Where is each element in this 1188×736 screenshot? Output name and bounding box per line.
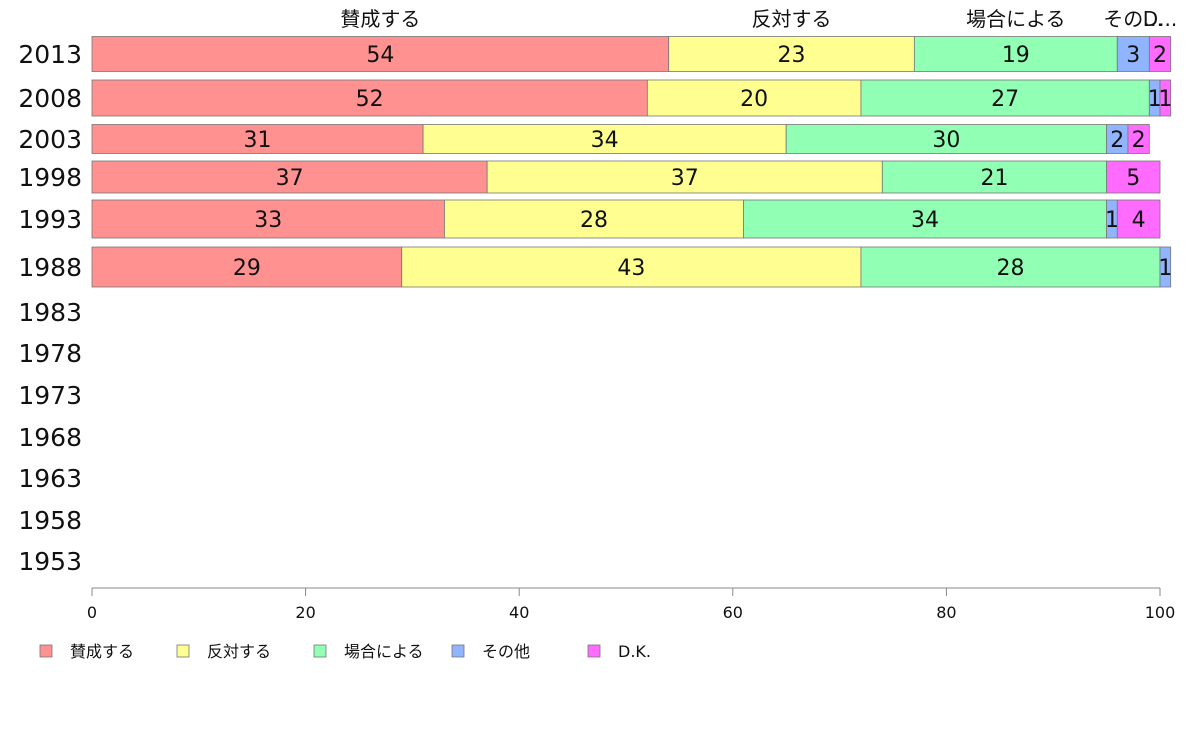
bar-segment: [422, 124, 787, 154]
legend-swatch: [451, 644, 465, 658]
bar-segment: [1127, 124, 1150, 154]
year-label: 1973: [18, 381, 82, 410]
bar-value-label: 1: [1148, 87, 1162, 112]
legend-label: 反対する: [207, 642, 271, 661]
legend-label: その他: [482, 642, 530, 661]
year-label: 1968: [18, 423, 82, 452]
bar-segment: [91, 246, 403, 288]
x-tick-label: 40: [509, 603, 529, 622]
bar-segment: [1159, 79, 1172, 117]
bar-value-label: 2: [1153, 43, 1167, 68]
bar-segment: [91, 36, 670, 72]
x-tick-label: 60: [723, 603, 743, 622]
bar-value-label: 2: [1110, 128, 1124, 153]
legend-swatch: [176, 644, 190, 658]
bar-segment: [913, 36, 1118, 72]
year-label: 1953: [18, 547, 82, 576]
year-label: 1983: [18, 298, 82, 327]
bar-value-label: 2: [1132, 128, 1146, 153]
bar-value-label: 37: [276, 166, 304, 191]
bar-value-label: 28: [996, 256, 1024, 281]
bar-value-label: 33: [254, 208, 282, 233]
legend-label: D.K.: [618, 642, 651, 661]
bar-value-label: 54: [366, 43, 394, 68]
bar-value-label: 37: [671, 166, 699, 191]
legend-label: 場合による: [344, 642, 424, 661]
bar-segment: [743, 199, 1107, 239]
year-label: 1958: [18, 506, 82, 535]
bar-segment: [646, 79, 862, 117]
bar-segment: [785, 124, 1108, 154]
bar-value-label: 1: [1158, 87, 1172, 112]
year-label: 2003: [18, 125, 82, 154]
bar-value-label: 30: [932, 128, 960, 153]
legend-swatch: [587, 644, 601, 658]
bar-value-label: 27: [991, 87, 1019, 112]
top-category-label: 反対する: [752, 7, 832, 31]
year-label: 1963: [18, 464, 82, 493]
bar-segment: [1116, 36, 1150, 72]
year-label: 1998: [18, 163, 82, 192]
year-label: 2013: [18, 40, 82, 69]
bar-segment: [1148, 36, 1172, 72]
top-category-label: その…: [1103, 7, 1163, 31]
bar-segment: [91, 79, 648, 117]
year-label: 1993: [18, 205, 82, 234]
bar-value-label: 5: [1126, 166, 1140, 191]
bar-value-label: 21: [980, 166, 1008, 191]
bar-segment: [1116, 199, 1161, 239]
legend-swatch: [313, 644, 327, 658]
x-tick-label: 20: [295, 603, 315, 622]
bar-segment: [860, 246, 1161, 288]
bar-segment: [91, 199, 445, 239]
bar-segment: [444, 199, 744, 239]
top-category-label: 賛成する: [340, 7, 420, 31]
bar-value-label: 4: [1132, 208, 1146, 233]
year-labels: 2013 2008 2003 1998 1993 1988 1983 1978 1973 1968…: [18, 40, 82, 576]
legend-label: 賛成する: [70, 642, 134, 661]
bar-value-label: 28: [580, 208, 608, 233]
bar-value-label: 34: [591, 128, 619, 153]
bar-value-label: 31: [244, 128, 272, 153]
bar-segment: [91, 160, 488, 194]
x-tick-label: 80: [936, 603, 956, 622]
legend: 賛成する 反対する 場合による その他 D.K.: [39, 642, 651, 661]
bar-value-label: 29: [233, 256, 261, 281]
bar-segment: [1159, 246, 1172, 288]
year-label: 1978: [18, 339, 82, 368]
top-category-label: D...: [1143, 7, 1177, 31]
bar-value-label: 43: [617, 256, 645, 281]
bar-value-label: 19: [1002, 43, 1030, 68]
bar-segment: [668, 36, 915, 72]
year-label: 2008: [18, 84, 82, 113]
year-label: 1988: [18, 253, 82, 282]
x-axis: 0 20 40 60 80 100: [87, 587, 1176, 622]
bar-value-label: 52: [356, 87, 384, 112]
bar-value-label: 1: [1158, 256, 1172, 281]
x-tick-label: 0: [87, 603, 97, 622]
bar-value-label: 23: [778, 43, 806, 68]
bar-value-label: 20: [740, 87, 768, 112]
bar-segment: [860, 79, 1150, 117]
legend-swatch: [39, 644, 53, 658]
bar-value-label: 34: [911, 208, 939, 233]
bar-value-label: 1: [1105, 208, 1119, 233]
bar-segment: [401, 246, 862, 288]
bar-segment: [1106, 160, 1161, 194]
top-category-labels: 賛成する 反対する 場合による その…D...: [340, 7, 1177, 31]
bar-value-label: 3: [1126, 43, 1140, 68]
x-tick-label: 100: [1145, 603, 1176, 622]
top-category-label: 場合による: [966, 7, 1065, 31]
